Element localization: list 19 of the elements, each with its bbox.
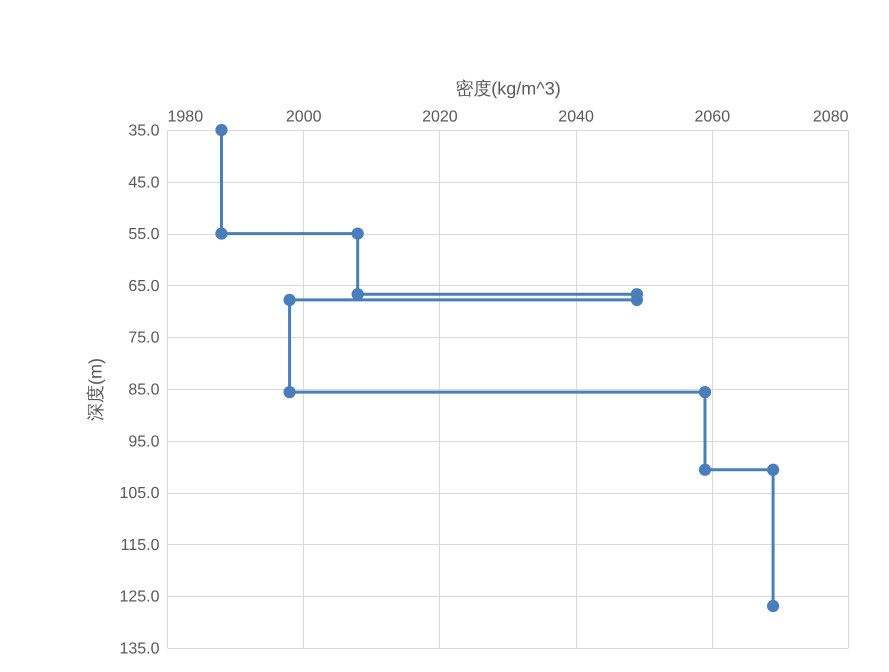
- x-tick-label: 1980: [168, 108, 204, 126]
- y-tick-label: 135.0: [119, 640, 160, 658]
- y-tick-label: 65.0: [128, 278, 160, 295]
- y-tick-label: 105.0: [119, 485, 160, 502]
- y-tick-label: 125.0: [119, 588, 160, 606]
- x-tick-label: 2040: [558, 108, 594, 126]
- x-axis-title: 密度(kg/m^3): [455, 78, 561, 98]
- x-tick-label: 2020: [422, 108, 458, 126]
- y-tick-label: 75.0: [128, 330, 160, 347]
- y-tick-label: 45.0: [128, 174, 160, 192]
- x-tick-label: 2080: [812, 108, 849, 126]
- y-tick-label: 35.0: [128, 122, 160, 140]
- y-tick-label: 55.0: [128, 226, 160, 244]
- y-tick-label: 85.0: [128, 382, 160, 398]
- x-tick-label: 2000: [286, 108, 322, 126]
- x-tick-label: 2060: [694, 108, 730, 126]
- y-tick-label: 115.0: [120, 536, 160, 554]
- y-tick-label: 95.0: [128, 433, 160, 450]
- y-axis-title: 深度(m): [85, 358, 106, 421]
